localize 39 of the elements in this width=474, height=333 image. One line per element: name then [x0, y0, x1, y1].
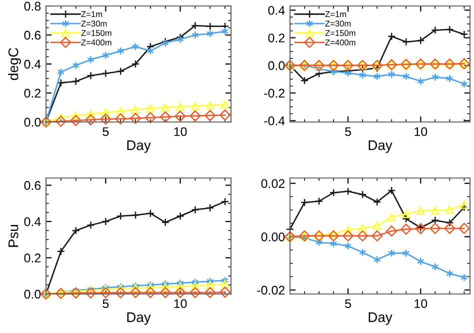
y-tick-label: 0.8: [24, 2, 41, 11]
legend-label: Z=30m: [325, 20, 351, 27]
y-axis-title: degC: [8, 48, 21, 80]
y-tick-label: 0.2: [24, 88, 41, 98]
y-tick-label: 0.4: [24, 217, 41, 226]
y-tick-label: 0.6: [24, 30, 41, 40]
y-tick-label: -0.2: [264, 88, 285, 98]
y-tick-label: 0.0: [24, 118, 41, 127]
y-tick-label: 0.6: [24, 181, 41, 190]
legend-label: Z=150m: [81, 30, 112, 36]
legend-label: Z=150m: [325, 30, 356, 36]
y-tick-label: 0.2: [24, 254, 41, 262]
x-tick-label: 5: [345, 127, 352, 136]
y-axis-title: Psu: [8, 224, 18, 247]
x-axis-title: Day: [127, 312, 151, 325]
x-axis-title: Day: [127, 140, 151, 153]
x-tick-label: 10: [414, 299, 428, 308]
x-tick-label: 10: [174, 127, 187, 136]
x-tick-label: 5: [345, 299, 352, 308]
y-tick-label: 0.4: [268, 6, 285, 15]
y-tick-label: 0.2: [268, 34, 285, 42]
legend-label: Z=400m: [81, 40, 112, 46]
legend-label: Z=400m: [325, 40, 356, 46]
y-tick-label: 0.00: [261, 232, 285, 242]
y-tick-label: 0.0: [268, 61, 285, 70]
y-tick-label: 0.02: [261, 179, 285, 188]
legend-label: Z=30m: [81, 20, 107, 27]
legend-label: Z=1m: [81, 11, 102, 18]
y-tick-label: 0.4: [24, 60, 41, 69]
x-tick-label: 10: [414, 127, 428, 136]
y-tick-label: -0.02: [257, 286, 285, 295]
x-tick-label: 5: [102, 127, 109, 136]
x-axis-title: Day: [368, 140, 392, 153]
x-tick-label: 10: [174, 299, 187, 308]
legend-label: Z=1m: [325, 11, 346, 18]
y-tick-label: 0.0: [24, 290, 41, 299]
x-axis-title: Day: [368, 312, 392, 325]
x-tick-label: 5: [102, 299, 109, 308]
y-tick-label: -0.4: [264, 116, 285, 126]
